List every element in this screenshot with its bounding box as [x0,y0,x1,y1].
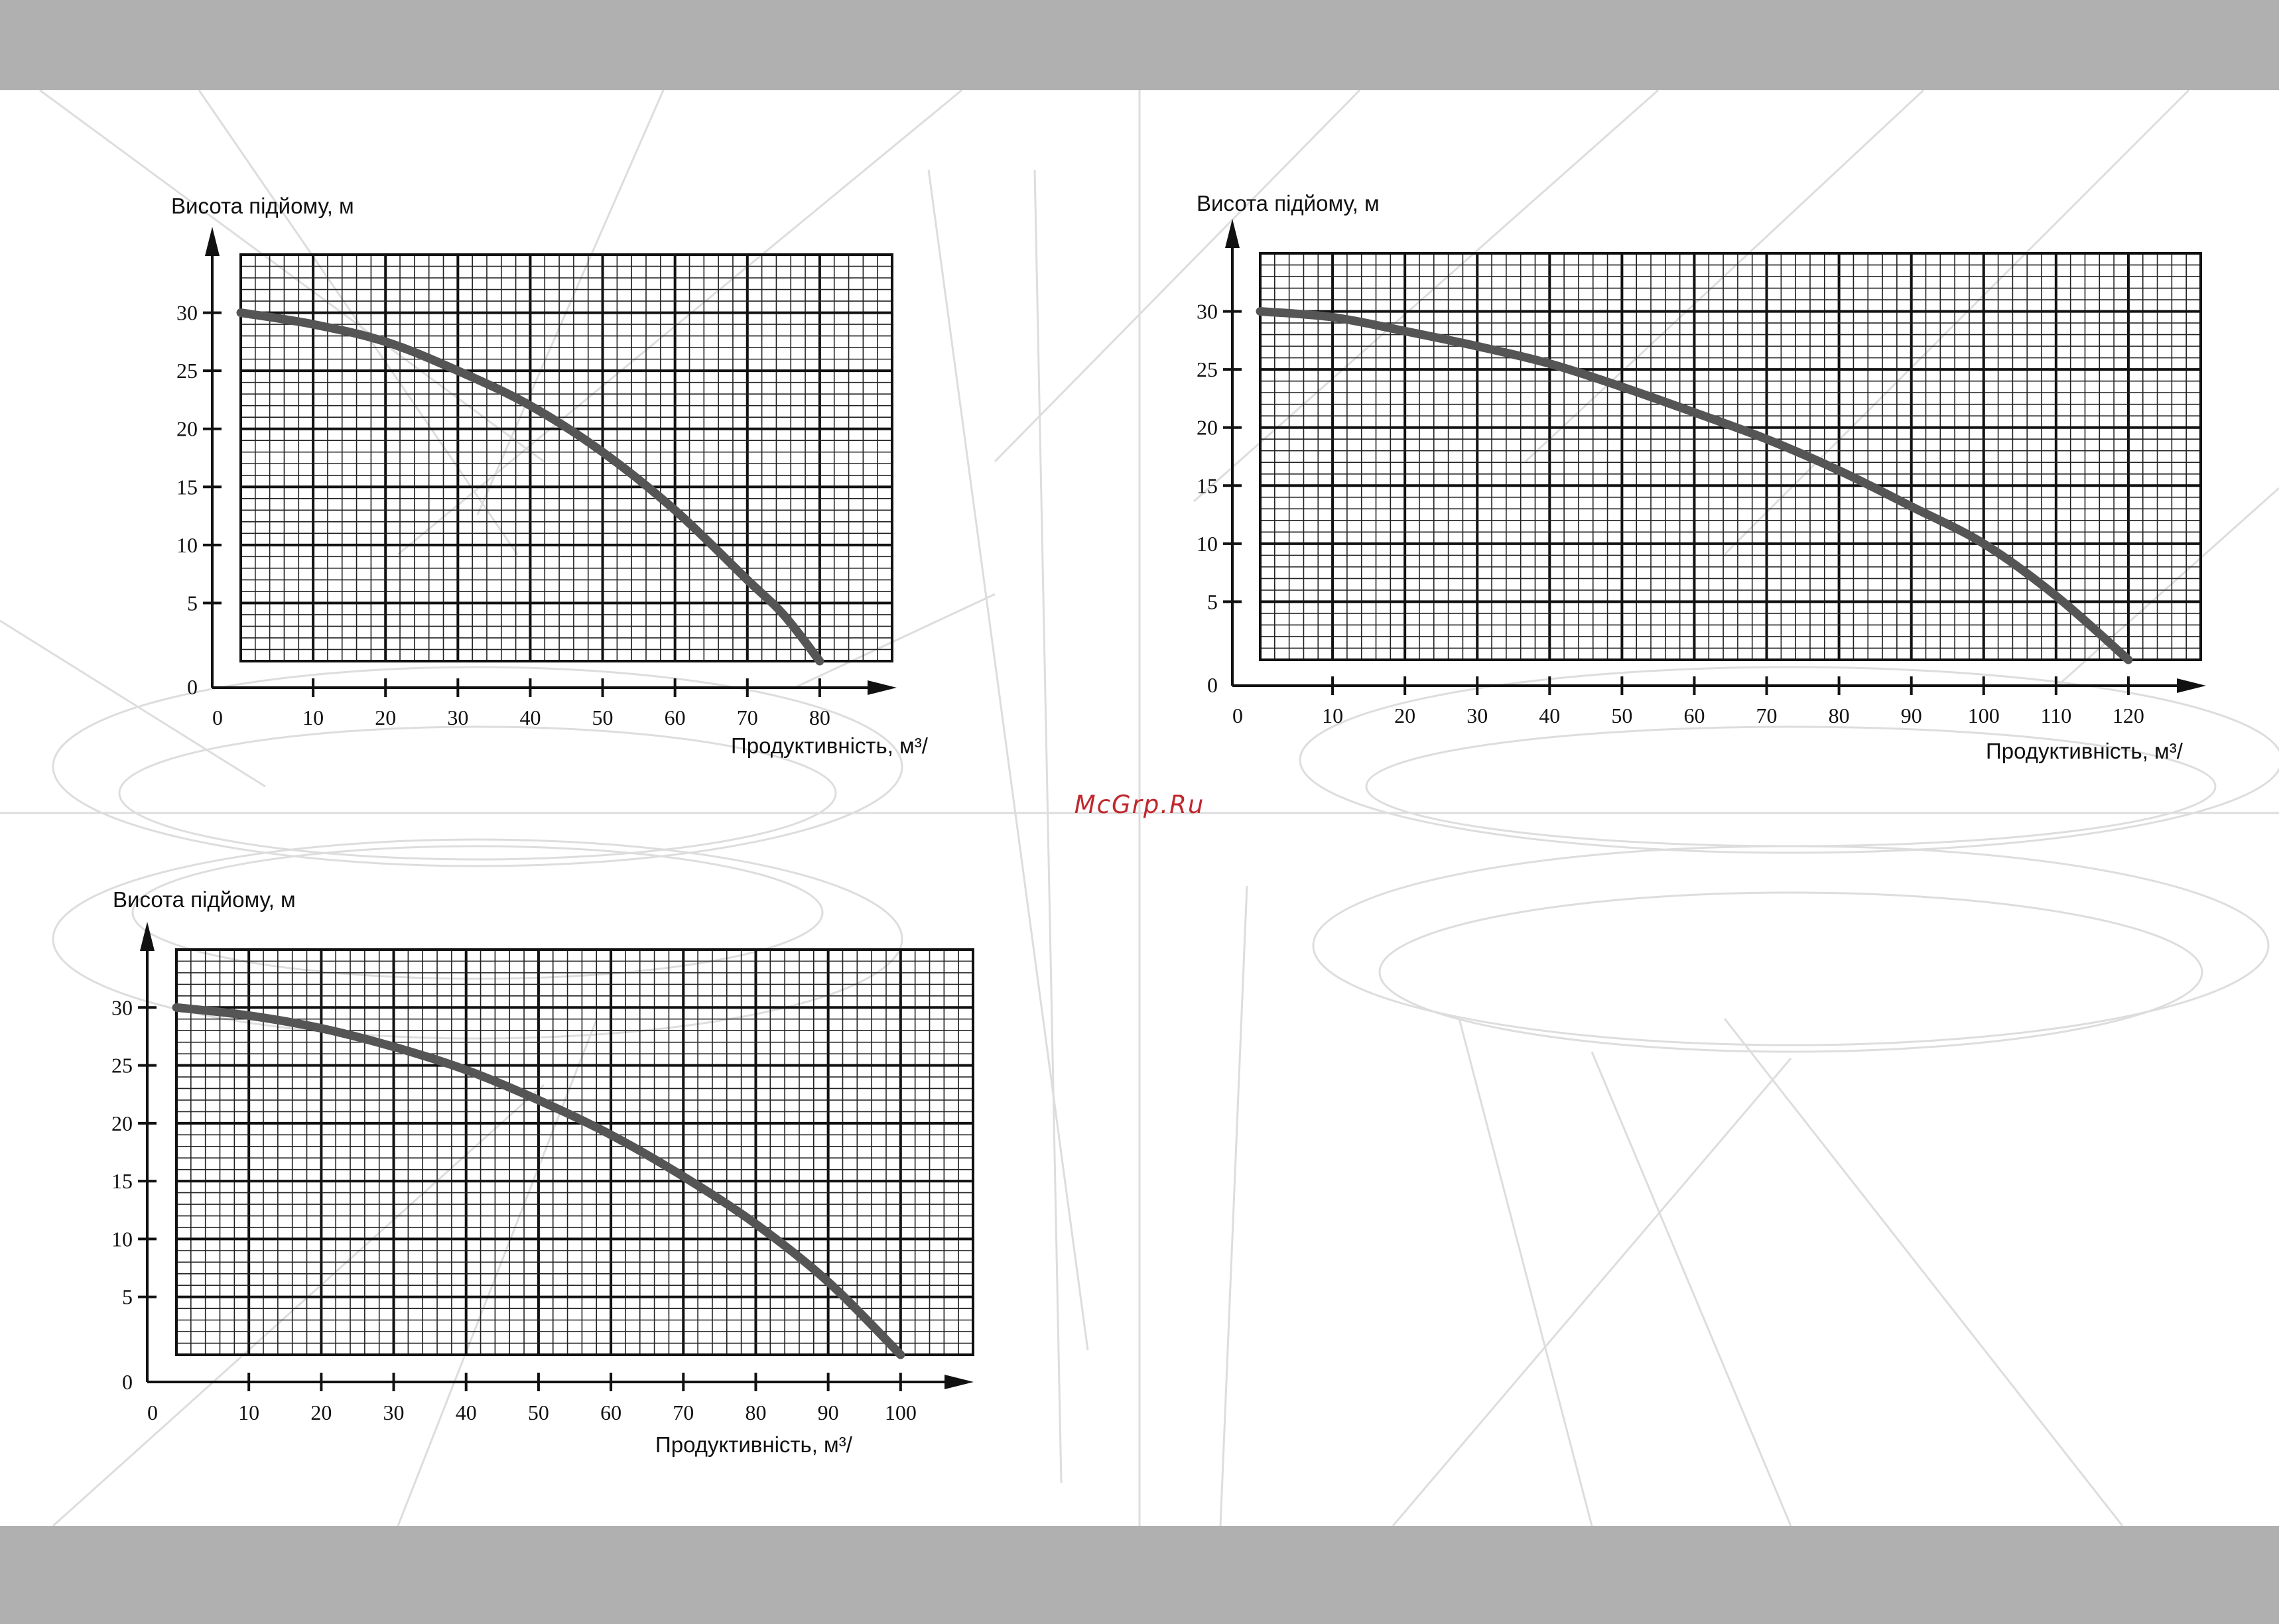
x-axis-label: Продуктивність, м³/ [731,733,929,758]
x-tick-label: 50 [1611,704,1632,727]
series-line [1256,307,2133,664]
x-tick-label: 0 [1232,704,1243,727]
y-tick-label: 25 [176,359,198,383]
y-tick-label: 30 [111,995,133,1019]
bottom-band [0,1526,2279,1624]
grid [175,948,974,1356]
x-tick-label: 80 [809,706,830,729]
x-tick-label: 0 [212,706,223,729]
x-tick-label: 50 [528,1401,549,1424]
top-band [0,0,2279,90]
x-tick-label: 10 [1322,704,1343,727]
y-tick-label: 20 [1197,416,1218,440]
background-pattern [0,90,2279,1526]
x-tick-label: 20 [1394,704,1415,727]
x-tick-label: 20 [375,706,396,729]
x-tick-label: 70 [673,1401,694,1424]
x-tick-label: 30 [1466,704,1488,727]
x-tick-label: 70 [737,706,758,729]
y-tick-label: 0 [187,675,198,699]
axes [1223,219,2206,695]
x-tick-label: 10 [238,1401,259,1424]
y-tick-label: 10 [111,1227,133,1251]
y-tick-label: 0 [122,1370,133,1394]
y-tick-label: 10 [176,533,198,557]
x-tick-label: 90 [1901,704,1922,727]
x-axis-label: Продуктивність, м³/ [1986,739,2183,763]
x-tick-label: 90 [818,1401,839,1424]
y-tick-label: 5 [122,1285,133,1309]
y-tick-label: 0 [1207,673,1218,697]
x-tick-label: 70 [1756,704,1778,727]
series-line [172,1003,905,1359]
x-tick-label: 60 [1683,704,1705,727]
x-tick-label: 50 [592,706,614,729]
x-tick-label: 80 [745,1401,766,1424]
x-axis-label: Продуктивність, м³/ [655,1432,853,1457]
x-tick-label: 10 [302,706,324,729]
y-axis-arrow [1225,219,1240,248]
background-lines [0,90,2279,1526]
axes [203,227,897,697]
y-tick-label: 20 [111,1111,133,1135]
x-axis-arrow [868,680,897,695]
x-tick-label: 120 [2113,704,2144,727]
axes [138,922,974,1391]
y-axis-arrow [205,227,220,256]
y-tick-label: 20 [176,417,198,441]
x-tick-label: 30 [447,706,468,729]
series-line [236,308,824,666]
y-tick-label: 30 [176,301,198,325]
y-axis-label: Висота підйому, м [171,194,354,218]
y-tick-label: 5 [1207,590,1218,613]
y-tick-label: 15 [1197,473,1218,497]
x-tick-label: 20 [310,1401,332,1424]
x-axis-arrow [944,1375,974,1389]
y-tick-label: 30 [1197,300,1218,324]
x-tick-label: 40 [456,1401,477,1424]
x-tick-label: 110 [2040,704,2071,727]
grid [1259,252,2202,661]
y-axis-label: Висота підйому, м [1197,191,1380,216]
x-tick-label: 60 [600,1401,621,1424]
y-tick-label: 25 [1197,357,1218,381]
y-axis-label: Висота підйому, м [113,887,296,912]
x-tick-label: 80 [1829,704,1850,727]
y-tick-label: 15 [176,475,198,499]
grid [239,253,893,662]
x-tick-label: 40 [519,706,541,729]
x-tick-label: 40 [1539,704,1560,727]
x-tick-label: 30 [383,1401,405,1424]
x-tick-label: 0 [147,1401,158,1424]
y-tick-label: 5 [187,591,198,615]
x-tick-label: 100 [885,1401,917,1424]
y-axis-arrow [140,922,155,951]
x-tick-label: 60 [665,706,686,729]
y-tick-label: 10 [1197,532,1218,556]
x-axis-arrow [2177,678,2206,693]
y-tick-label: 25 [111,1054,133,1078]
x-tick-label: 100 [1968,704,2000,727]
y-tick-label: 15 [111,1169,133,1193]
watermark-text: McGrp.Ru [1074,790,1205,819]
